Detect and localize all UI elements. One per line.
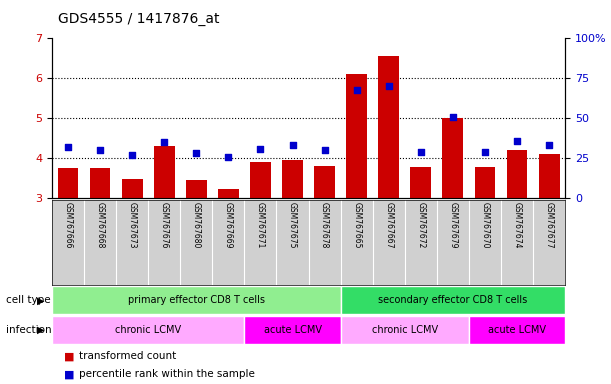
- Bar: [346, 74, 367, 198]
- Bar: [52, 286, 341, 314]
- Text: GSM767680: GSM767680: [192, 202, 201, 248]
- Bar: [341, 286, 565, 314]
- Point: [191, 151, 201, 157]
- Text: chronic LCMV: chronic LCMV: [371, 325, 438, 335]
- Bar: [378, 56, 399, 198]
- Text: cell type: cell type: [6, 295, 51, 305]
- Bar: [282, 160, 303, 198]
- Point: [480, 149, 490, 155]
- Point: [95, 147, 105, 153]
- Point: [352, 86, 362, 93]
- Bar: [57, 168, 78, 198]
- Point: [255, 146, 265, 152]
- Text: primary effector CD8 T cells: primary effector CD8 T cells: [128, 295, 265, 305]
- Point: [448, 114, 458, 120]
- Bar: [442, 118, 463, 198]
- Bar: [539, 154, 560, 198]
- Point: [384, 83, 393, 89]
- Text: ■: ■: [64, 351, 75, 361]
- Point: [159, 139, 169, 145]
- Text: GSM767668: GSM767668: [95, 202, 104, 248]
- Text: ▶: ▶: [37, 295, 45, 305]
- Text: GSM767679: GSM767679: [448, 202, 458, 248]
- Text: GSM767677: GSM767677: [544, 202, 554, 248]
- Text: GSM767671: GSM767671: [256, 202, 265, 248]
- Bar: [186, 180, 207, 198]
- Text: acute LCMV: acute LCMV: [488, 325, 546, 335]
- Bar: [122, 179, 142, 198]
- Point: [416, 149, 426, 155]
- Bar: [314, 166, 335, 198]
- Bar: [154, 146, 175, 198]
- Text: GSM767667: GSM767667: [384, 202, 393, 248]
- Text: GSM767676: GSM767676: [159, 202, 169, 248]
- Bar: [411, 167, 431, 198]
- Text: secondary effector CD8 T cells: secondary effector CD8 T cells: [378, 295, 527, 305]
- Bar: [90, 168, 111, 198]
- Point: [544, 142, 554, 149]
- Text: GSM767669: GSM767669: [224, 202, 233, 248]
- Text: ■: ■: [64, 369, 75, 379]
- Text: GSM767665: GSM767665: [352, 202, 361, 248]
- Text: GSM767672: GSM767672: [416, 202, 425, 248]
- Text: ▶: ▶: [37, 325, 45, 335]
- Point: [512, 137, 522, 144]
- Bar: [507, 150, 527, 198]
- Bar: [52, 316, 244, 344]
- Text: transformed count: transformed count: [79, 351, 177, 361]
- Bar: [475, 167, 496, 198]
- Text: chronic LCMV: chronic LCMV: [115, 325, 181, 335]
- Text: GSM767674: GSM767674: [513, 202, 522, 248]
- Text: GDS4555 / 1417876_at: GDS4555 / 1417876_at: [58, 12, 219, 25]
- Point: [288, 142, 298, 149]
- Point: [127, 152, 137, 158]
- Text: GSM767678: GSM767678: [320, 202, 329, 248]
- Point: [320, 147, 329, 153]
- Bar: [218, 189, 239, 198]
- Point: [63, 144, 73, 150]
- Text: GSM767675: GSM767675: [288, 202, 297, 248]
- Text: infection: infection: [6, 325, 52, 335]
- Bar: [469, 316, 565, 344]
- Bar: [244, 316, 341, 344]
- Text: acute LCMV: acute LCMV: [263, 325, 321, 335]
- Point: [224, 154, 233, 160]
- Bar: [341, 316, 469, 344]
- Text: GSM767673: GSM767673: [128, 202, 137, 248]
- Text: GSM767670: GSM767670: [480, 202, 489, 248]
- Text: GSM767666: GSM767666: [64, 202, 73, 248]
- Text: percentile rank within the sample: percentile rank within the sample: [79, 369, 255, 379]
- Bar: [250, 162, 271, 198]
